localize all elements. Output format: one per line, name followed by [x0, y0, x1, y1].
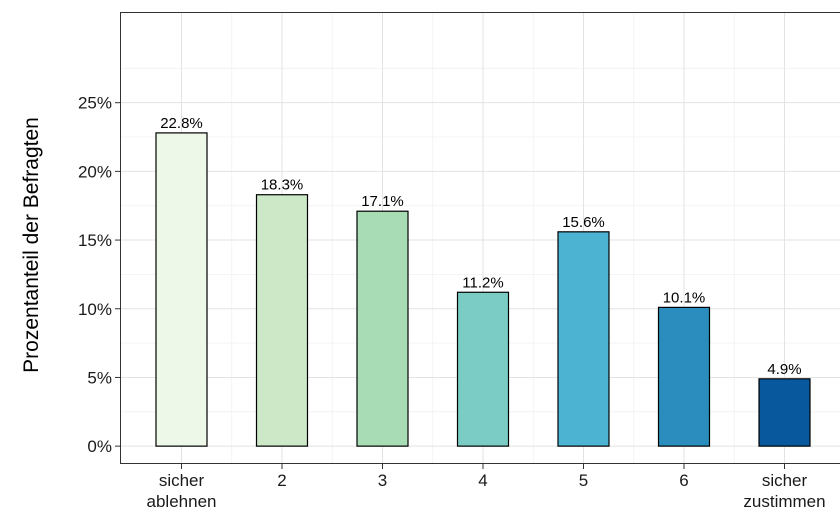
- x-tick-label: 6: [679, 471, 688, 490]
- x-tick-label: 3: [378, 471, 387, 490]
- y-tick-label: 0%: [87, 437, 112, 456]
- y-tick-label: 10%: [78, 300, 112, 319]
- bar-value-label: 18.3%: [261, 177, 304, 194]
- bars: [155, 132, 811, 447]
- x-axis: sicher ablehnen 2 3 4 5 6 sicher zustimmen: [147, 464, 826, 511]
- bar: [657, 306, 711, 447]
- bar-value-label: 22.8%: [160, 115, 203, 132]
- x-tick-label: sicher ablehnen: [147, 471, 217, 511]
- bar: [356, 210, 409, 447]
- bar-value-label: 10.1%: [663, 289, 706, 306]
- y-axis: 0% 5% 10% 15% 20% 25%: [78, 94, 120, 456]
- bar-value-label: 4.9%: [767, 361, 801, 378]
- y-tick-label: 15%: [78, 231, 112, 250]
- y-tick-label: 20%: [78, 162, 112, 181]
- x-tick-label: sicher zustimmen: [743, 471, 825, 511]
- bar: [255, 194, 309, 447]
- y-tick-label: 5%: [87, 368, 112, 387]
- data-labels: 22.8% 18.3% 17.1% 11.2% 15.6% 10.1% 4.9%: [160, 115, 801, 378]
- y-tick-label: 25%: [78, 94, 112, 113]
- bar-value-label: 17.1%: [361, 193, 404, 210]
- x-tick-label: 5: [579, 471, 588, 490]
- bar: [456, 291, 510, 447]
- bar-value-label: 11.2%: [462, 274, 503, 291]
- bar: [758, 378, 811, 447]
- x-tick-label: 2: [277, 471, 286, 490]
- y-axis-title: Prozentanteil der Befragten: [20, 117, 43, 373]
- bar: [557, 231, 610, 447]
- x-tick-label: 4: [478, 471, 487, 490]
- bar-value-label: 15.6%: [562, 214, 605, 231]
- bar: [155, 132, 208, 447]
- plot-panel: 22.8% 18.3% 17.1% 11.2% 15.6% 10.1% 4.9%: [120, 12, 840, 464]
